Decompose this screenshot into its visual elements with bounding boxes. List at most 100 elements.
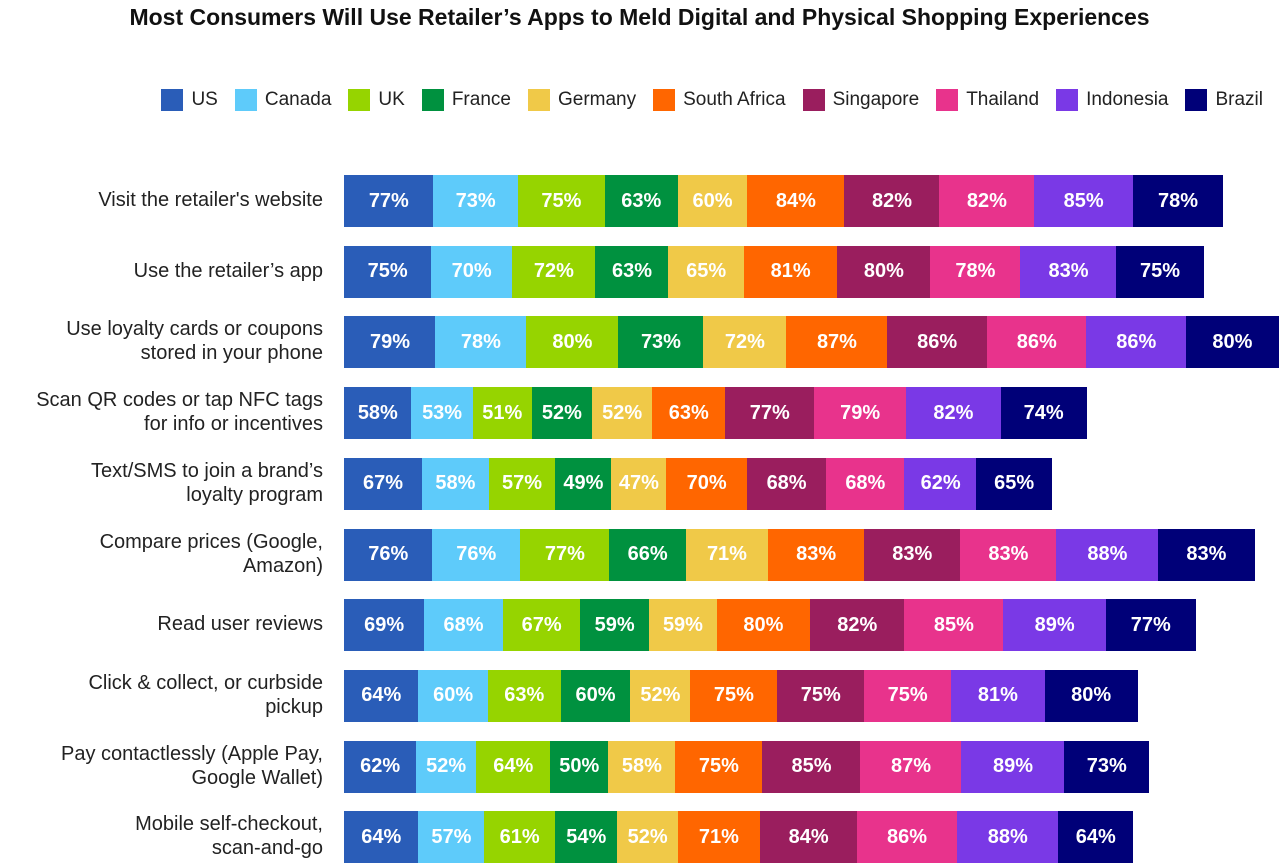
category-label: Use loyalty cards or coupons stored in y… bbox=[66, 318, 323, 365]
data-label: 87% bbox=[816, 330, 857, 353]
data-label: 79% bbox=[840, 401, 881, 424]
legend-label: UK bbox=[378, 89, 405, 110]
data-label: 75% bbox=[713, 684, 754, 707]
data-label: 83% bbox=[892, 543, 933, 565]
bar-segment-germany: 60% bbox=[677, 175, 748, 227]
data-label: 60% bbox=[433, 684, 474, 707]
category-label: Pay contactlessly (Apple Pay, Google Wal… bbox=[61, 742, 323, 789]
bar-segment-us: 64% bbox=[344, 811, 419, 864]
bar-segment-canada: 52% bbox=[415, 740, 477, 793]
bar-segment-brazil: 73% bbox=[1064, 740, 1150, 793]
legend-item-france: France bbox=[421, 89, 511, 111]
data-label: 67% bbox=[521, 613, 562, 636]
data-label: 82% bbox=[871, 189, 912, 212]
data-label: 84% bbox=[775, 189, 816, 212]
bar-segment-indonesia: 81% bbox=[950, 669, 1046, 722]
data-label: 53% bbox=[422, 401, 463, 424]
data-label: 49% bbox=[563, 472, 604, 495]
data-label: 82% bbox=[966, 189, 1007, 212]
data-label: 62% bbox=[920, 472, 961, 495]
bar-segment-thailand: 86% bbox=[986, 316, 1087, 369]
data-label: 73% bbox=[455, 189, 496, 212]
data-label: 80% bbox=[1071, 684, 1112, 707]
data-label: 64% bbox=[1075, 825, 1116, 848]
bar-segment-germany: 59% bbox=[648, 599, 718, 652]
data-label: 75% bbox=[887, 684, 928, 707]
data-label: 86% bbox=[1116, 330, 1157, 353]
data-label: 89% bbox=[992, 755, 1033, 778]
bar-segment-indonesia: 62% bbox=[904, 457, 977, 510]
bar-segment-thailand: 86% bbox=[856, 811, 958, 864]
bar-segment-us: 69% bbox=[344, 599, 425, 652]
chart-title: Most Consumers Will Use Retailer’s Apps … bbox=[129, 4, 1150, 30]
bar-segment-uk: 51% bbox=[472, 387, 533, 440]
bar-segment-thailand: 82% bbox=[939, 175, 1035, 227]
bar-segment-singapore: 68% bbox=[746, 457, 827, 510]
data-label: 64% bbox=[361, 825, 402, 848]
bar-segment-thailand: 79% bbox=[814, 387, 907, 440]
bar-segment-france: 54% bbox=[554, 811, 618, 864]
legend-swatch bbox=[653, 89, 676, 111]
bar-segment-indonesia: 86% bbox=[1086, 316, 1187, 369]
data-label: 71% bbox=[698, 825, 739, 848]
data-label: 60% bbox=[692, 189, 733, 212]
bar-segment-south-africa: 75% bbox=[690, 669, 778, 722]
bar-segment-singapore: 75% bbox=[777, 669, 865, 722]
legend-item-canada: Canada bbox=[234, 89, 331, 111]
bar-segment-brazil: 65% bbox=[976, 457, 1053, 510]
bar-segment-france: 60% bbox=[560, 669, 631, 722]
data-label: 64% bbox=[361, 684, 402, 707]
bar-segment-indonesia: 85% bbox=[1034, 175, 1134, 227]
data-label: 83% bbox=[988, 543, 1029, 565]
bar-segment-germany: 71% bbox=[685, 528, 769, 581]
legend-label: South Africa bbox=[683, 89, 786, 110]
data-label: 78% bbox=[460, 330, 501, 353]
data-label: 47% bbox=[618, 472, 659, 495]
bar-segment-uk: 72% bbox=[511, 245, 596, 298]
bar-segment-thailand: 75% bbox=[863, 669, 952, 722]
data-label: 68% bbox=[443, 613, 484, 636]
bar-segment-france: 63% bbox=[604, 175, 678, 227]
data-label: 61% bbox=[499, 825, 540, 848]
bar-segment-canada: 57% bbox=[418, 811, 485, 864]
bar-segment-canada: 78% bbox=[435, 316, 527, 369]
bar-segment-south-africa: 87% bbox=[786, 316, 888, 369]
data-label: 77% bbox=[749, 401, 790, 424]
legend-swatch bbox=[421, 89, 444, 111]
data-label: 59% bbox=[594, 613, 635, 636]
bar-segment-uk: 77% bbox=[520, 528, 610, 581]
data-label: 70% bbox=[451, 260, 492, 283]
bar-segment-germany: 47% bbox=[611, 457, 667, 510]
data-label: 58% bbox=[435, 472, 476, 495]
data-label: 82% bbox=[933, 401, 974, 424]
data-label: 73% bbox=[640, 330, 681, 353]
bar-segment-thailand: 87% bbox=[860, 740, 962, 793]
bar-segment-singapore: 86% bbox=[887, 316, 988, 369]
legend-item-us: US bbox=[161, 89, 218, 111]
data-label: 75% bbox=[800, 684, 841, 707]
bar-segment-canada: 76% bbox=[432, 528, 521, 581]
data-label: 86% bbox=[917, 330, 958, 353]
data-label: 71% bbox=[706, 543, 747, 565]
data-label: 75% bbox=[698, 755, 739, 778]
bar-segment-uk: 75% bbox=[517, 175, 606, 227]
bar-segment-france: 49% bbox=[554, 457, 612, 510]
bar-segment-south-africa: 83% bbox=[767, 528, 865, 581]
bar-segment-brazil: 78% bbox=[1132, 175, 1224, 227]
bar-segment-brazil: 80% bbox=[1185, 316, 1279, 369]
data-label: 81% bbox=[770, 260, 811, 283]
data-label: 88% bbox=[987, 825, 1028, 848]
legend-label: Germany bbox=[557, 89, 637, 110]
category-label: Compare prices (Google, Amazon) bbox=[99, 530, 323, 577]
bar-segment-singapore: 84% bbox=[759, 811, 858, 864]
data-label: 82% bbox=[837, 613, 878, 636]
bar-segment-us: 79% bbox=[344, 316, 436, 369]
data-label: 75% bbox=[541, 189, 582, 212]
data-label: 80% bbox=[1212, 330, 1253, 353]
bar-segment-france: 63% bbox=[595, 245, 669, 298]
bar-segment-uk: 67% bbox=[502, 599, 581, 652]
bar-segment-us: 58% bbox=[344, 387, 412, 440]
bar-segment-singapore: 77% bbox=[724, 387, 815, 440]
data-label: 73% bbox=[1086, 755, 1127, 778]
bar-segment-indonesia: 82% bbox=[905, 387, 1002, 440]
